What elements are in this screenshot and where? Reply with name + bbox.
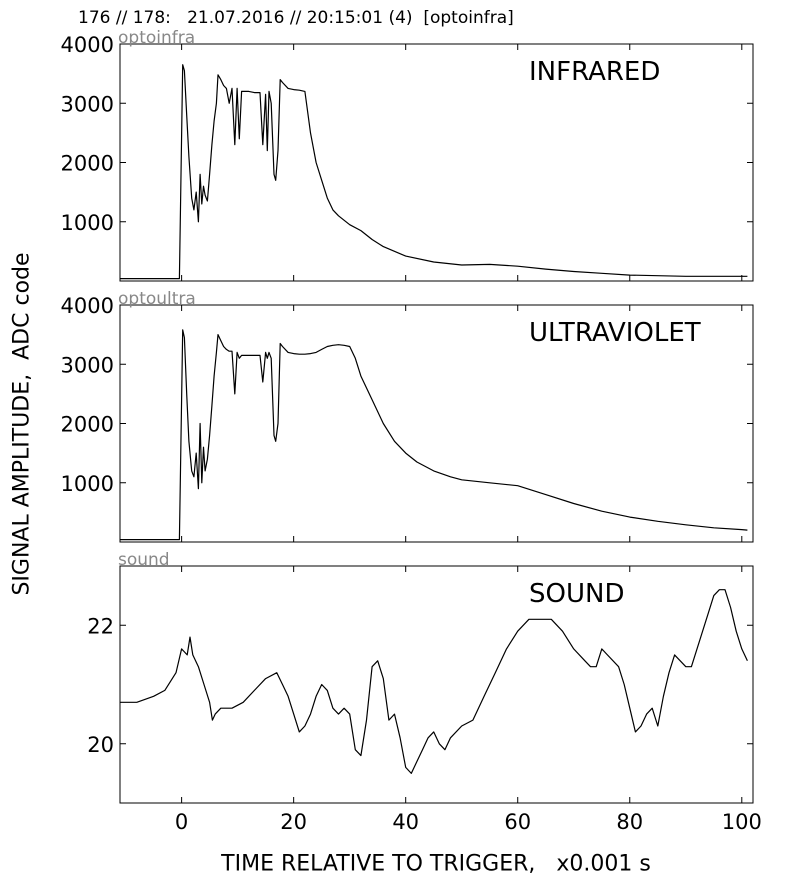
panel-label-optoultra: ULTRAVIOLET: [529, 318, 701, 348]
x-tick-label: 60: [504, 810, 531, 834]
panel-optoultra: 1000 2000 3000 4000 optoultra ULTRAVIOLET: [61, 289, 754, 543]
y-tick-label: 3000: [61, 92, 114, 116]
channel-label-sound: sound: [118, 550, 170, 570]
x-tick-label: 100: [722, 810, 762, 834]
x-tick-label: 80: [616, 810, 643, 834]
series-line-optoinfra: [120, 64, 748, 280]
y-axis-label: SIGNAL AMPLITUDE, ADC code: [9, 252, 35, 596]
y-tick-label: 20: [87, 733, 114, 757]
panel-label-optoinfra: INFRARED: [529, 57, 660, 87]
x-tick-label: 40: [392, 810, 419, 834]
plot-frame: [119, 565, 754, 804]
series-line-sound: [120, 589, 748, 774]
channel-label-optoultra: optoultra: [118, 289, 196, 309]
x-tick-label: 0: [175, 810, 188, 834]
panel-optoinfra: 1000 2000 3000 4000 optoinfra INFRARED: [61, 28, 754, 282]
x-axis-label: TIME RELATIVE TO TRIGGER, x0.001 s: [221, 851, 651, 877]
y-tick-label: 4000: [61, 294, 114, 318]
figure-title: 176 // 178: 21.07.2016 // 20:15:01 (4) […: [78, 8, 514, 28]
y-tick-label: 22: [87, 614, 114, 638]
y-tick-label: 1000: [61, 211, 114, 235]
y-tick-label: 2000: [61, 413, 114, 437]
x-tick-label: 20: [280, 810, 307, 834]
series-line-optoultra: [120, 329, 748, 541]
panel-sound: 0 20 40 60 80 100 20 22 sound SOUND: [87, 550, 762, 834]
panel-label-sound: SOUND: [529, 579, 624, 609]
y-tick-label: 3000: [61, 353, 114, 377]
y-tick-label: 1000: [61, 472, 114, 496]
channel-label-optoinfra: optoinfra: [118, 28, 195, 48]
y-tick-label: 2000: [61, 152, 114, 176]
y-tick-label: 4000: [61, 33, 114, 57]
